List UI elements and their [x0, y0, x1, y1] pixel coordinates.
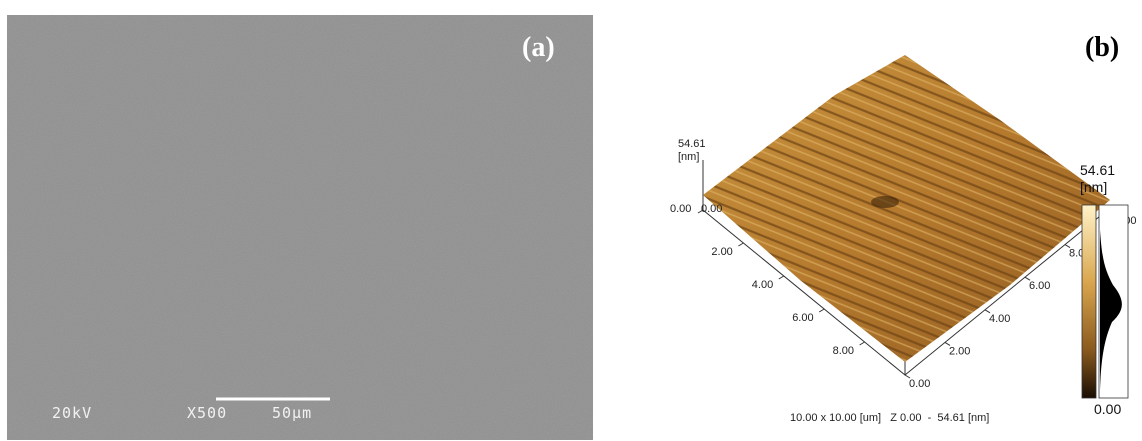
y-tick-label: 6.00: [1029, 280, 1050, 292]
x-tick: [779, 276, 784, 279]
surface-pit: [871, 196, 899, 208]
figure: (a) 20kV X500 50µm (b) 54.61 [nm] 0.00 0…: [0, 0, 1142, 441]
afm-caption: 10.00 x 10.00 [um] Z 0.00 - 54.61 [nm]: [790, 412, 989, 424]
colorbar: [1082, 205, 1096, 398]
afm-surface-texture: [703, 55, 1110, 362]
sem-voltage: 20kV: [52, 404, 92, 422]
colorbar-unit-label: [nm]: [1080, 179, 1107, 195]
x-tick: [738, 243, 743, 246]
x-tick-label: 8.00: [833, 345, 854, 357]
x-tick-label: 6.00: [792, 312, 813, 324]
sem-panel: (a) 20kV X500 50µm: [7, 15, 593, 440]
panel-label: (b): [1085, 32, 1119, 63]
x-tick: [860, 342, 865, 345]
z-min-label: 0.00: [670, 203, 691, 215]
x-tick-label: 4.00: [752, 279, 773, 291]
afm-panel: (b) 54.61 [nm] 0.00 0.00 2.00 4.00 6.00 8.00…: [670, 32, 1137, 424]
y-tick-label: 0.00: [909, 378, 930, 390]
sem-scale-bar-label: 50µm: [272, 404, 312, 422]
y-tick-label: 4.00: [989, 313, 1010, 325]
x-tick-label: 0.00: [701, 203, 722, 215]
sem-texture: [7, 15, 593, 440]
y-tick-label: 2.00: [949, 345, 970, 357]
panel-label: (a): [522, 32, 555, 63]
sem-magnification: X500: [187, 404, 227, 422]
colorbar-max-label: 54.61: [1080, 162, 1115, 178]
x-tick-label: 2.00: [711, 246, 732, 258]
x-tick: [819, 309, 824, 312]
colorbar-min-label: 0.00: [1094, 401, 1121, 417]
z-unit-label: [nm]: [678, 151, 699, 163]
z-max-label: 54.61: [678, 138, 706, 150]
